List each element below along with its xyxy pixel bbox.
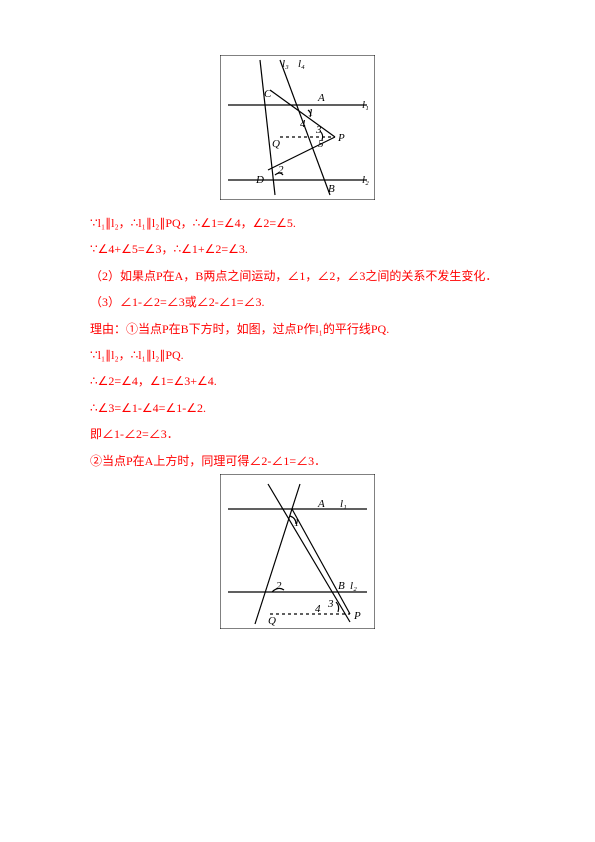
solution-line: （3）∠1-∠2=∠3或∠2-∠1=∠3. xyxy=(90,289,505,315)
solution-line: ∵l₁∥l₂，∴l₁∥l₂∥PQ. xyxy=(90,342,505,368)
svg-text:P: P xyxy=(353,610,361,622)
solution-line: ∵l₁∥l₂，∴l₁∥l₂∥PQ，∴∠1=∠4，∠2=∠5. xyxy=(90,210,505,236)
svg-text:l₂: l₂ xyxy=(362,174,369,186)
svg-text:4: 4 xyxy=(300,118,306,130)
svg-text:3: 3 xyxy=(327,598,334,610)
figure-1-wrap: l₃ l₄ l₁ l₂ A B C D P Q 1 2 345 xyxy=(90,55,505,200)
figure-2-wrap: Al₁ Bl₂ P Q 1 2 34 xyxy=(90,474,505,629)
svg-text:2: 2 xyxy=(276,580,282,592)
figure-2: Al₁ Bl₂ P Q 1 2 34 xyxy=(220,474,375,629)
svg-text:Q: Q xyxy=(268,615,276,627)
svg-text:l₄: l₄ xyxy=(298,58,305,70)
solution-text: ∵l₁∥l₂，∴l₁∥l₂∥PQ，∴∠1=∠4，∠2=∠5.∵∠4+∠5=∠3，… xyxy=(90,210,505,474)
svg-text:5: 5 xyxy=(318,138,324,150)
svg-text:1: 1 xyxy=(308,107,314,119)
svg-text:A: A xyxy=(317,92,325,104)
svg-text:l₁: l₁ xyxy=(362,99,369,111)
svg-text:B: B xyxy=(338,580,345,592)
solution-line: ∵∠4+∠5=∠3，∴∠1+∠2=∠3. xyxy=(90,236,505,262)
solution-line: ∴∠2=∠4，∠1=∠3+∠4. xyxy=(90,368,505,394)
svg-text:4: 4 xyxy=(315,603,321,615)
solution-line: ∴∠3=∠1-∠4=∠1-∠2. xyxy=(90,395,505,421)
svg-text:P: P xyxy=(337,132,345,144)
page-content: l₃l₄l₁l₂ABCDPQ12345 ∵l₁∥l₂，∴l₁∥l₂∥PQ，∴∠1… xyxy=(0,0,595,629)
svg-text:Q: Q xyxy=(272,138,280,150)
svg-text:1: 1 xyxy=(294,517,300,529)
figure-1: l₃ l₄ l₁ l₂ A B C D P Q 1 2 345 xyxy=(220,55,375,200)
solution-line: 即∠1-∠2=∠3． xyxy=(90,421,505,447)
svg-text:l₃: l₃ xyxy=(282,58,289,70)
svg-text:B: B xyxy=(328,183,335,195)
solution-line: （2）如果点P在A，B两点之间运动，∠1，∠2，∠3之间的关系不发生变化． xyxy=(90,263,505,289)
svg-text:l₁: l₁ xyxy=(340,498,347,510)
svg-text:3: 3 xyxy=(315,124,322,136)
svg-text:l₂: l₂ xyxy=(350,580,357,592)
svg-text:2: 2 xyxy=(278,164,284,176)
svg-text:D: D xyxy=(255,174,264,186)
solution-line: ②当点P在A上方时，同理可得∠2-∠1=∠3． xyxy=(90,448,505,474)
svg-text:A: A xyxy=(317,498,325,510)
svg-text:C: C xyxy=(264,88,272,100)
solution-line: 理由：①当点P在B下方时，如图，过点P作l₁的平行线PQ. xyxy=(90,316,505,342)
